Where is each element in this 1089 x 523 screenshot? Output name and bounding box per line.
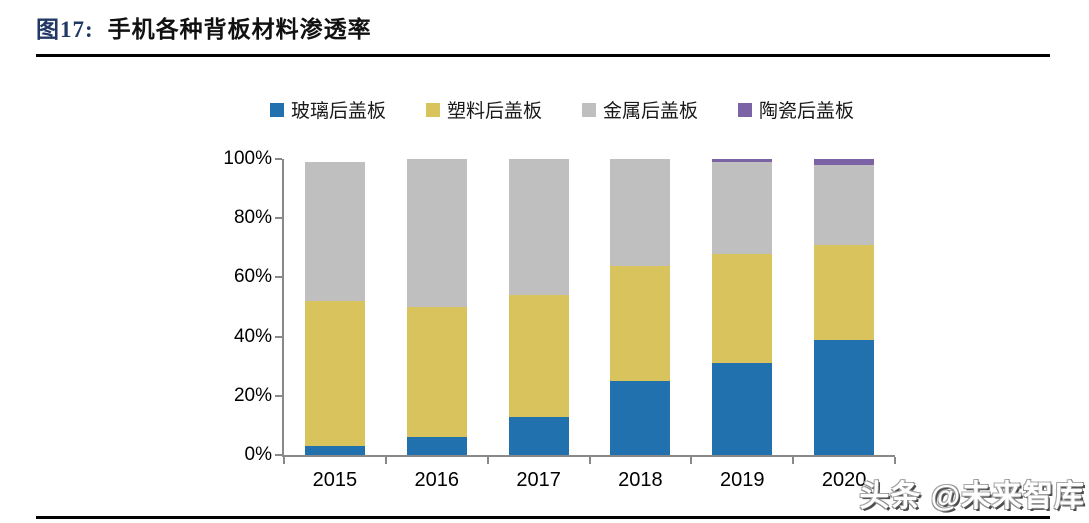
bar-segment-塑料后盖板-2019 — [712, 253, 773, 364]
x-axis-label-2015: 2015 — [312, 469, 358, 491]
bar-segment-塑料后盖板-2017 — [508, 295, 569, 417]
bar-segment-塑料后盖板-2020 — [814, 244, 875, 340]
watermark: 头条 @未来智库 — [859, 480, 1085, 513]
legend-swatch-icon — [738, 102, 753, 117]
bar-segment-金属后盖板-2019 — [712, 161, 773, 254]
bar-stack-2017 — [508, 159, 569, 455]
title-divider — [36, 54, 1050, 57]
y-axis-tick — [275, 217, 282, 220]
x-axis-tick — [588, 457, 591, 464]
bar-segment-玻璃后盖板-2019 — [712, 363, 773, 455]
bar-stack-2018 — [610, 159, 671, 455]
x-axis-label-2016: 2016 — [414, 469, 460, 491]
legend-item-陶瓷后盖板: 陶瓷后盖板 — [738, 96, 854, 123]
x-axis-tick — [384, 457, 387, 464]
bar-segment-金属后盖板-2016 — [406, 159, 467, 308]
y-axis-label-100%: 100% — [223, 148, 272, 169]
y-axis-tick — [275, 454, 282, 456]
bar-segment-金属后盖板-2017 — [508, 159, 569, 296]
x-axis-label-2020: 2020 — [821, 469, 867, 491]
x-axis-tick — [894, 457, 896, 464]
bar-segment-金属后盖板-2015 — [304, 161, 365, 302]
bar-segment-金属后盖板-2020 — [814, 164, 875, 245]
y-axis-label-40%: 40% — [233, 325, 272, 347]
legend-label: 玻璃后盖板 — [291, 101, 387, 122]
legend-label: 金属后盖板 — [603, 101, 699, 122]
x-axis-tick — [690, 457, 693, 464]
y-axis-tick — [275, 394, 282, 397]
legend-item-玻璃后盖板: 玻璃后盖板 — [270, 96, 386, 123]
x-axis-tick — [792, 457, 795, 464]
bar-segment-玻璃后盖板-2016 — [406, 437, 467, 455]
page-title: 图17: 手机各种背板材料渗透率 — [36, 10, 372, 44]
x-axis-tick — [486, 457, 489, 464]
bar-segment-塑料后盖板-2016 — [406, 307, 467, 438]
y-axis-label-60%: 60% — [233, 266, 272, 288]
x-axis-label-2017: 2017 — [516, 469, 561, 491]
bar-segment-陶瓷后盖板-2019 — [712, 159, 773, 162]
legend-swatch-icon — [582, 102, 597, 117]
legend-label: 塑料后盖板 — [447, 101, 543, 122]
y-axis-label-20%: 20% — [233, 384, 272, 406]
figure-title-text: 手机各种背板材料渗透率 — [107, 17, 372, 42]
bar-segment-塑料后盖板-2018 — [610, 265, 671, 381]
bar-segment-玻璃后盖板-2018 — [610, 381, 671, 455]
x-axis-label-2018: 2018 — [618, 469, 663, 491]
legend-item-塑料后盖板: 塑料后盖板 — [426, 96, 542, 123]
legend-swatch-icon — [426, 102, 441, 117]
bar-segment-塑料后盖板-2015 — [304, 301, 365, 447]
plot-area: 2015 2016 2017 2018 2019 2020 0% 20% 40% 60% 80% 10… — [223, 148, 896, 491]
bar-segment-玻璃后盖板-2017 — [508, 416, 569, 455]
legend-label: 陶瓷后盖板 — [759, 101, 855, 122]
chart-legend: 玻璃后盖板 塑料后盖板 金属后盖板 陶瓷后盖板 — [270, 96, 854, 123]
bar-segment-玻璃后盖板-2020 — [814, 339, 875, 455]
bar-segment-玻璃后盖板-2015 — [304, 446, 365, 455]
y-axis-tick — [275, 158, 282, 160]
bar-stack-2016 — [406, 159, 467, 455]
x-axis-tick — [283, 457, 285, 464]
figure-number-label: 图17: — [36, 17, 94, 42]
bar-stack-2020 — [814, 159, 875, 455]
y-axis-label-0%: 0% — [244, 444, 272, 465]
bar-stack-2015 — [304, 161, 365, 455]
bottom-divider — [36, 516, 1050, 519]
legend-swatch-icon — [270, 102, 284, 117]
x-axis-label-2019: 2019 — [720, 469, 765, 491]
y-axis-tick — [275, 276, 282, 279]
y-axis-tick — [275, 335, 282, 338]
y-axis-label-80%: 80% — [233, 207, 272, 229]
bar-segment-金属后盖板-2018 — [610, 159, 671, 266]
bar-segment-陶瓷后盖板-2020 — [814, 159, 875, 165]
legend-item-金属后盖板: 金属后盖板 — [582, 96, 698, 123]
bar-stack-2019 — [712, 159, 773, 455]
